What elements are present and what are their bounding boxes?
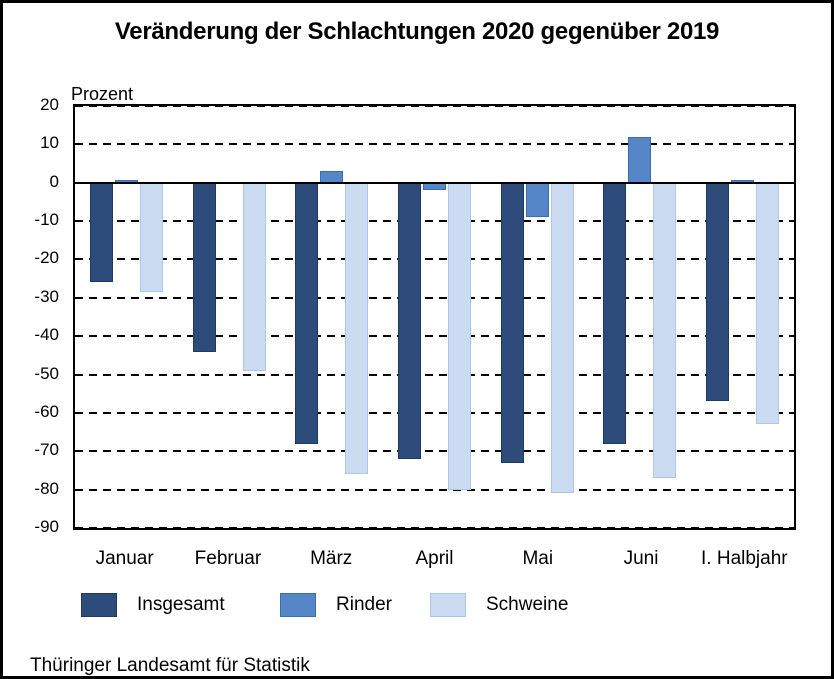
bar-schweine-1 — [242, 182, 266, 371]
y-tick-label--50: -50 — [34, 363, 59, 383]
y-tick-label--10: -10 — [34, 210, 59, 230]
bar-rinder-3 — [423, 182, 446, 191]
bar-schweine-2 — [345, 182, 369, 475]
gridline--40 — [75, 335, 794, 338]
y-tick-label--40: -40 — [34, 325, 59, 345]
gridline--10 — [75, 220, 794, 223]
bar-insgesamt-2 — [295, 182, 319, 444]
y-tick-label--30: -30 — [34, 286, 59, 306]
plot-area — [73, 104, 796, 530]
gridline--80 — [75, 488, 794, 491]
bar-insgesamt-1 — [192, 182, 216, 352]
gridline--20 — [75, 258, 794, 261]
bar-schweine-6 — [756, 182, 780, 425]
legend-label: Insgesamt — [137, 594, 225, 615]
bar-schweine-5 — [653, 182, 677, 479]
y-tick-label--80: -80 — [34, 478, 59, 498]
x-label-3: April — [415, 548, 454, 569]
x-label-6: I. Halbjahr — [701, 548, 788, 569]
bar-insgesamt-5 — [603, 182, 627, 444]
legend-item-rinder: Rinder — [280, 593, 392, 617]
x-label-4: Mai — [522, 548, 554, 569]
legend-label: Schweine — [486, 594, 569, 615]
legend-label: Rinder — [336, 594, 392, 615]
bar-insgesamt-4 — [500, 182, 524, 463]
legend: Insgesamt Rinder Schweine — [3, 593, 831, 623]
y-tick-label--90: -90 — [34, 517, 59, 536]
legend-item-schweine: Schweine — [430, 593, 568, 617]
x-label-2: März — [310, 548, 353, 569]
bar-schweine-3 — [448, 182, 471, 490]
gridline--30 — [75, 296, 794, 299]
y-tick-label-20: 20 — [40, 95, 59, 114]
gridline--60 — [75, 411, 794, 414]
legend-swatch — [430, 593, 466, 617]
y-tick-label--20: -20 — [34, 248, 59, 268]
x-axis-labels: Januar Februar März April Mai Juni I. Halbjahr — [73, 548, 796, 570]
x-label-1: Februar — [194, 548, 262, 569]
y-tick-label-0: 0 — [49, 171, 59, 191]
legend-swatch — [81, 593, 117, 617]
y-tick-label--60: -60 — [34, 401, 59, 421]
bar-insgesamt-3 — [398, 182, 421, 459]
legend-swatch — [280, 593, 316, 617]
bar-schweine-0 — [139, 182, 163, 293]
y-axis-unit-label: Prozent — [71, 84, 134, 104]
source-note: Thüringer Landesamt für Statistik — [30, 655, 310, 676]
gridline--70 — [75, 450, 794, 453]
y-tick-label-10: 10 — [40, 133, 59, 153]
x-label-5: Juni — [623, 548, 659, 569]
x-label-0: Januar — [95, 548, 154, 569]
gridline--90 — [75, 527, 794, 529]
bar-rinder-4 — [525, 182, 549, 218]
bar-insgesamt-0 — [89, 182, 113, 283]
bar-schweine-4 — [550, 182, 574, 494]
gridline-20 — [75, 105, 794, 107]
gridline--50 — [75, 373, 794, 376]
gridline-10 — [75, 143, 794, 146]
bar-insgesamt-6 — [706, 182, 730, 402]
y-tick-label--70: -70 — [34, 440, 59, 460]
chart-title: Veränderung der Schlachtungen 2020 gegen… — [114, 18, 720, 45]
bar-rinder-5 — [628, 136, 652, 183]
zero-line — [75, 181, 794, 184]
legend-item-insgesamt: Insgesamt — [81, 593, 225, 617]
